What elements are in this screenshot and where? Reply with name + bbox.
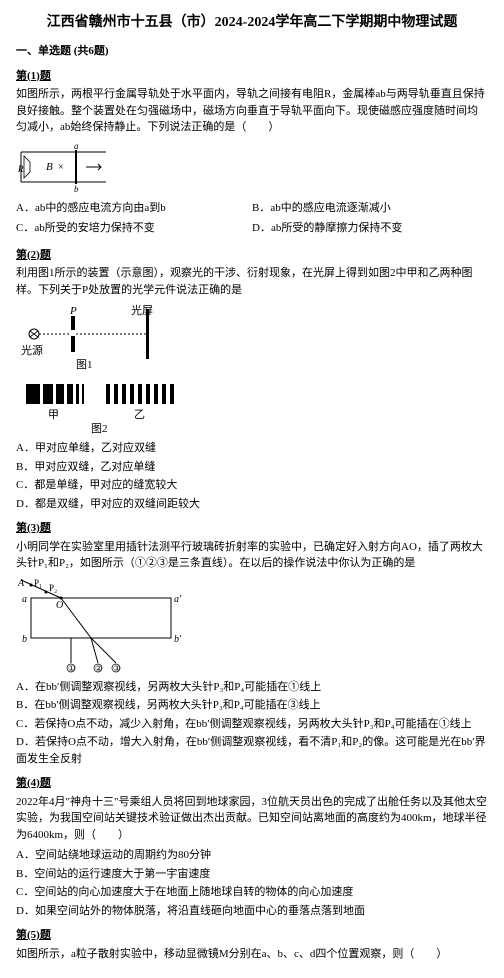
opt-b: B．甲对应双缝，乙对应单缝: [16, 459, 488, 476]
svg-text:b: b: [74, 184, 79, 192]
q2-options: A．甲对应单缝，乙对应双缝 B．甲对应双缝，乙对应单缝 C．都是单缝，甲对应的缝…: [16, 440, 488, 512]
yi-label: 乙: [134, 408, 145, 421]
q1-figure: R a b B ×: [16, 142, 488, 192]
opt-a: A．ab中的感应电流方向由a到b: [16, 200, 252, 217]
opt-a: A．在bb′侧调整观察视线，另两枚大头针P₃和P₄可能插在①线上: [16, 679, 488, 696]
opt-c: C．ab所受的安培力保持不变: [16, 220, 252, 237]
opt-c: C．若保持O点不动，减少入射角，在bb′侧调整观察视线，另两枚大头针P₃和P₄可…: [16, 716, 488, 733]
svg-text:A: A: [17, 578, 25, 589]
p-label: P: [69, 305, 77, 317]
svg-text:O: O: [56, 600, 63, 611]
opt-c: C．都是单缝，甲对应的缝宽较大: [16, 477, 488, 494]
jia-label: 甲: [48, 409, 59, 421]
opt-d: D．都是双缝，甲对应的双缝间距较大: [16, 496, 488, 513]
svg-text:a: a: [74, 142, 79, 151]
q1-text: 如图所示，两根平行金属导轨处于水平面内，导轨之间接有电阻R，金属棒ab与两导轨垂…: [16, 86, 488, 136]
fig1-label: 图1: [76, 358, 93, 371]
q5-text: 如图所示，a粒子散射实验中，移动显微镜M分别在a、b、c、d四个位置观察，则（ …: [16, 946, 488, 963]
opt-d: D．若保持O点不动，增大入射角，在bb′侧调整观察视线，看不清P₁和P₂的像。这…: [16, 734, 488, 767]
q2-head: 第(2)题: [16, 247, 488, 264]
opt-c: C．空间站的向心加速度大于在地面上随地球自转的物体的向心加速度: [16, 884, 488, 901]
q1-head: 第(1)题: [16, 68, 488, 85]
fig2-label: 图2: [91, 422, 108, 434]
section-heading: 一、单选题 (共6题): [16, 43, 488, 60]
svg-text:P₂: P₂: [49, 583, 57, 593]
screen-label: 光屏: [131, 304, 153, 317]
opt-d: D．如果空间站外的物体脱落，将沿直线砸向地面中心的垂落点落到地面: [16, 903, 488, 920]
svg-text:a: a: [22, 594, 27, 605]
q2-text: 利用图1所示的装置（示意图），观察光的干涉、衍射现象，在光屏上得到如图2中甲和乙…: [16, 265, 488, 298]
opt-a: A．空间站绕地球运动的周期约为80分钟: [16, 847, 488, 864]
q3-figure: a a′ b b′ A P₁ P₂ O ① ② ③: [16, 578, 488, 673]
svg-text:③: ③: [113, 664, 120, 673]
svg-text:①: ①: [68, 664, 75, 673]
svg-text:P₁: P₁: [34, 578, 42, 588]
q3-text: 小明同学在实验室里用插针法测平行玻璃砖折射率的实验中，已确定好入射方向AO，插了…: [16, 539, 488, 572]
q2-figure: 光源 P 光屏 图1 甲 乙 图2: [16, 304, 488, 434]
q4-text: 2022年4月"神舟十三"号乘组人员将回到地球家园，3位航天员出色的完成了出舱任…: [16, 794, 488, 844]
light-label: 光源: [21, 343, 43, 357]
page-title: 江西省赣州市十五县（市）2024-2024学年高二下学期期中物理试题: [16, 12, 488, 33]
svg-text:B: B: [46, 161, 53, 173]
svg-text:②: ②: [95, 664, 102, 673]
svg-text:b′: b′: [174, 634, 182, 645]
opt-b: B．在bb′侧调整观察视线，另两枚大头针P₃和P₄可能插在③线上: [16, 697, 488, 714]
svg-text:a′: a′: [174, 594, 182, 605]
opt-d: D．ab所受的静摩擦力保持不变: [252, 220, 488, 237]
opt-a: A．甲对应单缝，乙对应双缝: [16, 440, 488, 457]
q3-options: A．在bb′侧调整观察视线，另两枚大头针P₃和P₄可能插在①线上 B．在bb′侧…: [16, 679, 488, 768]
opt-b: B．空间站的运行速度大于第一宇宙速度: [16, 866, 488, 883]
q4-head: 第(4)题: [16, 775, 488, 792]
q3-head: 第(3)题: [16, 520, 488, 537]
q1-options: A．ab中的感应电流方向由a到b B．ab中的感应电流逐渐减小 C．ab所受的安…: [16, 198, 488, 239]
opt-b: B．ab中的感应电流逐渐减小: [252, 200, 488, 217]
q4-options: A．空间站绕地球运动的周期约为80分钟 B．空间站的运行速度大于第一宇宙速度 C…: [16, 847, 488, 919]
q5-head: 第(5)题: [16, 927, 488, 944]
svg-text:R: R: [17, 164, 24, 174]
svg-text:b: b: [22, 634, 27, 645]
svg-text:×: ×: [58, 162, 64, 173]
